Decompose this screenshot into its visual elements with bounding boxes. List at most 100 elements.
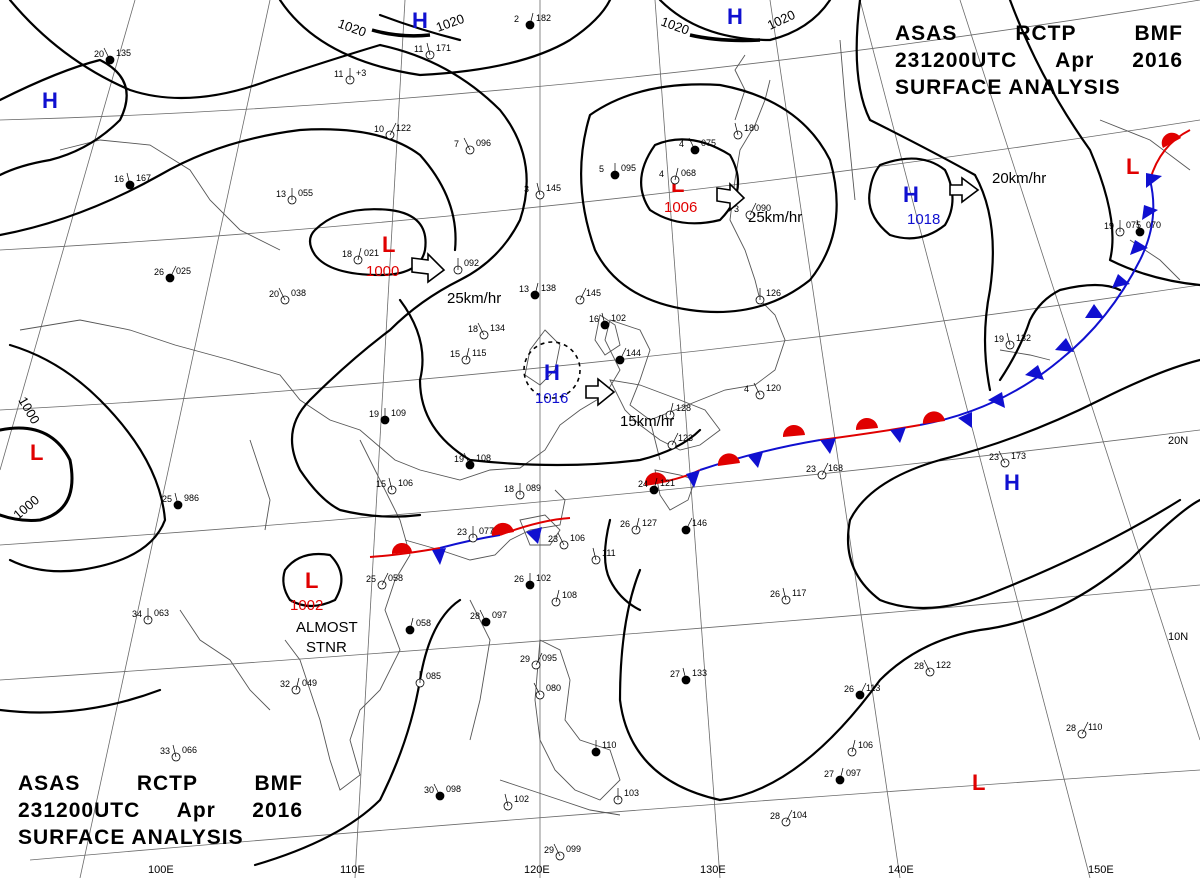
station-plot: 28 110 (1066, 721, 1102, 739)
title-year: 2016 (252, 799, 303, 822)
station-wind-barb (278, 287, 286, 301)
station-temperature: 26 (770, 589, 780, 599)
station-plot: 26 127 (620, 517, 657, 535)
station-plot: 15 115 (450, 347, 486, 365)
station-pressure: 092 (464, 258, 479, 268)
station-plot: 3 090 (734, 202, 771, 220)
station-plot: 144 (615, 347, 641, 365)
station-pressure: 122 (936, 660, 951, 670)
station-plot: 24 121 (638, 477, 675, 495)
station-plot: 16 167 (114, 172, 151, 190)
station-plot: 108 (551, 589, 577, 607)
title-line-1: ASAS RCTP BMF (18, 770, 303, 797)
station-pressure: 173 (1011, 451, 1026, 461)
high-marker: H (42, 88, 58, 113)
title-time: 231200UTC (18, 799, 141, 822)
station-temperature: 24 (638, 479, 648, 489)
title-subtitle: SURFACE ANALYSIS (18, 826, 244, 849)
station-plot: 080 (533, 682, 561, 700)
station-temperature: 28 (470, 611, 480, 621)
station-pressure: 144 (626, 348, 641, 358)
station-plot: 110 (591, 740, 616, 757)
station-pressure: 090 (756, 203, 771, 213)
title-station: RCTP (136, 772, 199, 795)
coastlines (19, 39, 1191, 816)
station-plot: 29 095 (520, 652, 557, 670)
station-wind-barb (409, 617, 414, 631)
title-time: 231200UTC (895, 49, 1018, 72)
station-plot: 34 063 (132, 608, 169, 625)
lat-label: 20N (1168, 435, 1188, 447)
lat-label: 10N (1168, 631, 1188, 643)
station-pressure: 075 (1126, 220, 1141, 230)
station-wind-barb (782, 587, 787, 601)
station-pressure: 182 (536, 13, 551, 23)
station-plot: 15 106 (376, 477, 413, 495)
lon-label: 110E (340, 864, 365, 876)
station-plot: 5 095 (599, 163, 636, 180)
station-wind-barb (619, 347, 627, 361)
station-pressure: 038 (291, 288, 306, 298)
station-pressure: 102 (611, 313, 626, 323)
station-wind-barb (388, 477, 393, 491)
station-pressure: 108 (476, 453, 491, 463)
station-pressure: 123 (678, 433, 693, 443)
station-wind-barb (465, 347, 470, 361)
station-pressure: 080 (546, 683, 561, 693)
station-temperature: 27 (824, 769, 834, 779)
movement-speed: 25km/hr (447, 290, 501, 307)
station-wind-barb (785, 809, 793, 823)
station-pressure: 068 (681, 168, 696, 178)
station-wind-barb (685, 517, 693, 531)
station-temperature: 19 (369, 409, 379, 419)
almost-stnr-line2: STNR (306, 639, 347, 656)
station-temperature: 20 (94, 49, 104, 59)
station-wind-barb (749, 202, 757, 216)
station-temperature: 30 (424, 785, 434, 795)
station-plot: 058 (405, 617, 431, 635)
station-wind-barb (463, 452, 471, 466)
station-wind-barb (669, 402, 674, 416)
station-wind-barb (734, 122, 739, 136)
station-temperature: 4 (659, 169, 664, 179)
station-temperature: 2 (514, 14, 519, 24)
grid-labels: 20N 10N 110E 120E 130E 140E 150E 100E (148, 435, 1188, 876)
station-pressure: 121 (660, 478, 675, 488)
station-temperature: 19 (1104, 221, 1114, 231)
station-pressure: 171 (436, 43, 451, 53)
station-plot: 126 (755, 288, 781, 305)
station-wind-barb (674, 167, 679, 181)
station-pressure: 122 (396, 123, 411, 133)
station-pressure: 102 (536, 573, 551, 583)
station-pressure: 103 (624, 788, 639, 798)
station-plot: 18 021 (342, 247, 379, 265)
station-plot: 23 077 (457, 526, 494, 543)
station-plot: 16 102 (589, 312, 626, 330)
station-wind-barb (998, 450, 1006, 464)
high-marker: H (1004, 470, 1020, 495)
station-plot: 25 058 (366, 572, 403, 590)
almost-stnr-line1: ALMOST (296, 619, 358, 636)
station-wind-barb (295, 677, 300, 691)
low-pressure-value: 1002 (290, 597, 323, 614)
station-plot: 4 075 (679, 137, 716, 155)
low-marker: L (972, 770, 985, 795)
station-wind-barb (463, 137, 471, 151)
station-pressure: 117 (792, 588, 806, 598)
station-wind-barb (433, 783, 441, 797)
title-code: ASAS (895, 22, 958, 45)
station-wind-barb (821, 462, 829, 476)
station-pressure: 109 (391, 408, 406, 418)
station-pressure: 145 (546, 183, 561, 193)
low-marker: L (1126, 154, 1139, 179)
station-temperature: 26 (514, 574, 524, 584)
station-temperature: 23 (548, 534, 558, 544)
station-wind-barb (504, 793, 509, 807)
station-plot: 19 132 (994, 332, 1031, 350)
station-temperature: 7 (454, 139, 459, 149)
station-wind-barb (555, 589, 560, 603)
station-pressure: 097 (846, 768, 861, 778)
station-temperature: 26 (844, 684, 854, 694)
station-pressure: 167 (136, 173, 151, 183)
station-pressure: 098 (446, 784, 461, 794)
